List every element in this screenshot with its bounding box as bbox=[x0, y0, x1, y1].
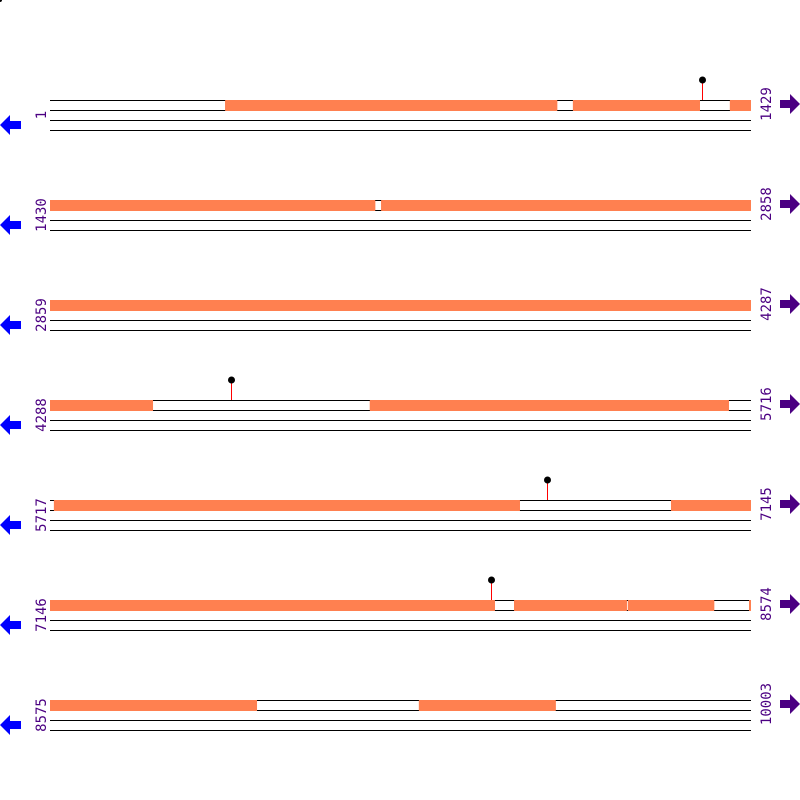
feature-block[interactable] bbox=[671, 500, 751, 511]
arrow-right-icon[interactable] bbox=[780, 94, 800, 114]
pin-marker[interactable] bbox=[699, 76, 706, 84]
row-end-label: 1429 bbox=[759, 87, 775, 121]
feature-block[interactable] bbox=[50, 600, 495, 611]
row-end-label: 7145 bbox=[759, 487, 775, 521]
corner-dot bbox=[0, 0, 2, 2]
feature-block[interactable] bbox=[225, 100, 558, 111]
arrow-left-icon[interactable] bbox=[0, 215, 21, 235]
arrow-right-icon[interactable] bbox=[780, 194, 800, 214]
row-end-label: 5716 bbox=[759, 387, 775, 421]
feature-block[interactable] bbox=[749, 600, 751, 611]
arrow-left-icon[interactable] bbox=[0, 415, 21, 435]
feature-block[interactable] bbox=[381, 200, 751, 211]
feature-block[interactable] bbox=[50, 300, 751, 311]
feature-block[interactable] bbox=[729, 100, 751, 111]
row-start-label: 7146 bbox=[34, 598, 50, 632]
row-end-label: 10003 bbox=[759, 683, 775, 725]
arrow-right-icon[interactable] bbox=[780, 494, 800, 514]
arrow-right-icon[interactable] bbox=[780, 694, 800, 714]
arrow-left-icon[interactable] bbox=[0, 515, 21, 535]
feature-block[interactable] bbox=[418, 700, 556, 711]
row-end-label: 2858 bbox=[759, 187, 775, 221]
pin-marker[interactable] bbox=[488, 576, 495, 584]
feature-block[interactable] bbox=[572, 100, 700, 111]
feature-block[interactable] bbox=[514, 600, 627, 611]
row-start-label: 8575 bbox=[34, 698, 50, 732]
feature-block[interactable] bbox=[50, 400, 154, 411]
row-start-label: 1430 bbox=[34, 198, 50, 232]
row-start-label: 5717 bbox=[34, 498, 50, 532]
arrow-right-icon[interactable] bbox=[780, 294, 800, 314]
arrow-left-icon[interactable] bbox=[0, 315, 21, 335]
arrow-right-icon[interactable] bbox=[780, 594, 800, 614]
feature-block[interactable] bbox=[50, 700, 258, 711]
row-start-label: 1 bbox=[34, 111, 50, 119]
row-start-label: 4288 bbox=[34, 398, 50, 432]
pin-marker[interactable] bbox=[228, 376, 235, 384]
row-end-label: 4287 bbox=[759, 287, 775, 321]
feature-block[interactable] bbox=[627, 600, 715, 611]
feature-block[interactable] bbox=[53, 500, 520, 511]
arrow-left-icon[interactable] bbox=[0, 615, 21, 635]
arrow-right-icon[interactable] bbox=[780, 394, 800, 414]
feature-block[interactable] bbox=[369, 400, 729, 411]
arrow-left-icon[interactable] bbox=[0, 715, 21, 735]
row-end-label: 8574 bbox=[759, 587, 775, 621]
feature-block[interactable] bbox=[50, 200, 376, 211]
row-start-label: 2859 bbox=[34, 298, 50, 332]
arrow-left-icon[interactable] bbox=[0, 115, 21, 135]
pin-marker[interactable] bbox=[544, 476, 551, 484]
